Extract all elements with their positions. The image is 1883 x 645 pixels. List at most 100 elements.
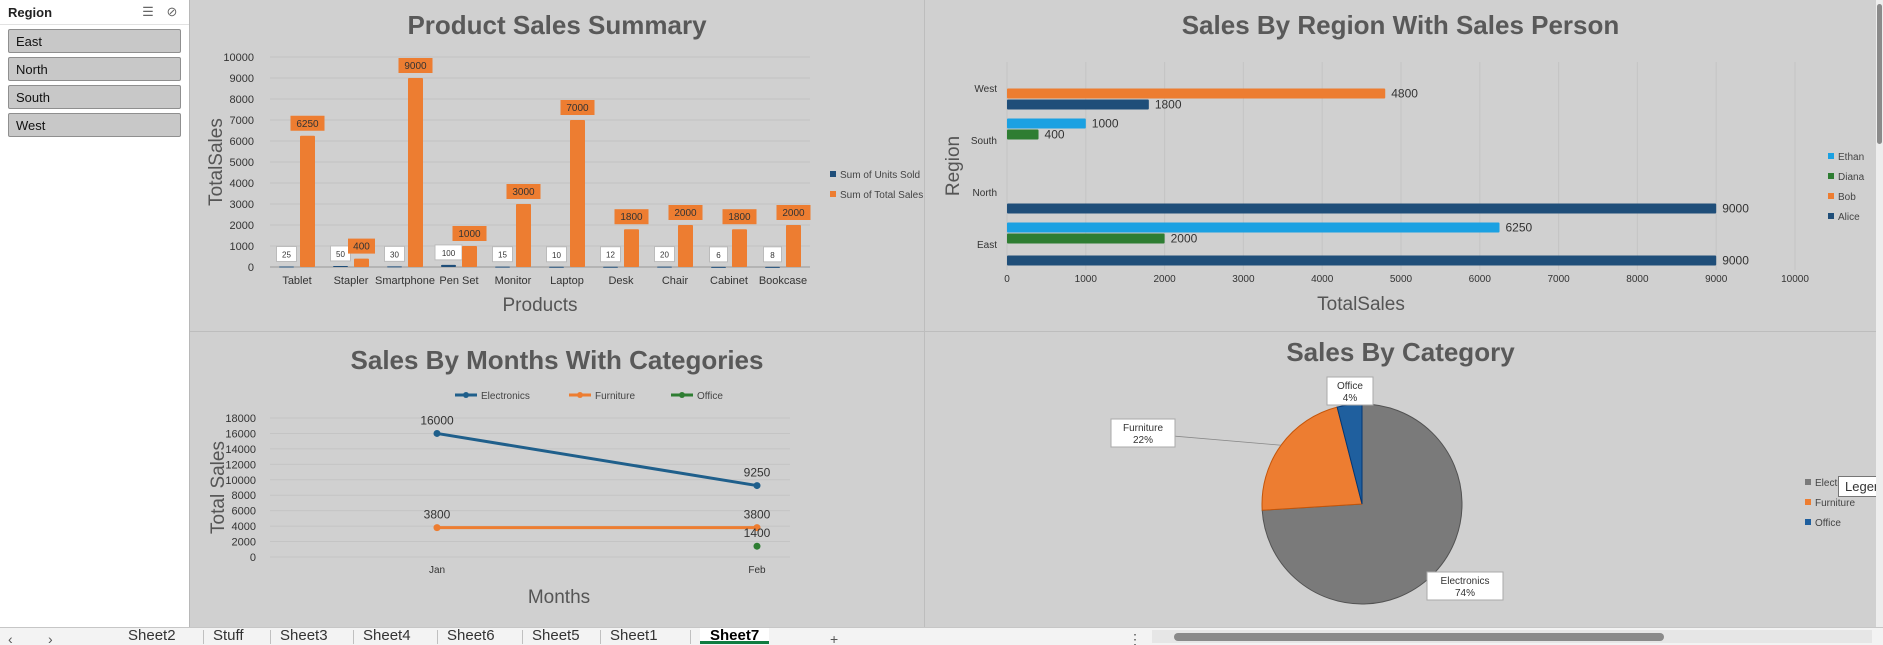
data-label: 20: [660, 251, 669, 260]
data-label-box: [492, 246, 513, 263]
legend-swatch: [830, 191, 836, 197]
vertical-scrollbar[interactable]: [1876, 0, 1883, 627]
data-label: 400: [353, 242, 370, 253]
bar: [1007, 222, 1500, 233]
tab-separator: [522, 630, 523, 644]
y-tick-label: 16000: [225, 428, 256, 440]
y-axis-title: TotalSales: [206, 118, 227, 206]
x-tick-label: Desk: [608, 275, 634, 287]
data-label-box: [709, 246, 728, 263]
legend-label: Office: [697, 391, 723, 402]
data-label: 74%: [1455, 588, 1475, 599]
slicer-title: Region: [8, 4, 53, 20]
y-tick-label: 2000: [232, 537, 256, 549]
legend-label: Furniture: [1815, 498, 1855, 509]
x-tick-label: 2000: [1153, 274, 1176, 285]
x-tick-label: Chair: [662, 275, 689, 287]
sheet-tab-sheet6[interactable]: Sheet6: [447, 627, 495, 644]
slicer-item-south[interactable]: South: [8, 85, 181, 109]
y-tick-label: 12000: [225, 459, 256, 471]
data-label: Electronics: [1441, 576, 1490, 587]
bar: [516, 204, 531, 267]
sheet-tab-sheet4[interactable]: Sheet4: [363, 627, 411, 644]
tab-separator: [600, 630, 601, 644]
slicer-item-north[interactable]: North: [8, 57, 181, 81]
chart-title: Sales By Region With Sales Person: [1181, 10, 1620, 40]
legend-marker: [577, 392, 583, 398]
x-tick-label: 10000: [1781, 274, 1809, 285]
legend-label: Furniture: [595, 391, 635, 402]
x-axis-title: TotalSales: [1317, 294, 1405, 315]
legend-marker: [679, 392, 685, 398]
region-sales-chart[interactable]: Sales By Region With Sales Person 0 1000 2…: [925, 0, 1876, 331]
sheet-tab-sheet1[interactable]: Sheet1: [610, 627, 658, 644]
bar: [1007, 255, 1717, 266]
prev-sheet-icon[interactable]: ‹: [8, 631, 13, 645]
slicer-item-east[interactable]: East: [8, 29, 181, 53]
sheet-tab-sheet7[interactable]: Sheet7: [700, 628, 770, 644]
data-label-box: [546, 246, 567, 263]
y-tick-label: 3000: [230, 199, 254, 211]
data-label-box: [668, 205, 703, 220]
next-sheet-icon[interactable]: ›: [48, 631, 53, 645]
legend-swatch: [1828, 173, 1834, 179]
product-sales-chart[interactable]: Product Sales Summary 0 1000 2000 3000 4000 5…: [190, 0, 924, 331]
x-tick-label: Pen Set: [439, 275, 478, 287]
scroll-thumb[interactable]: [1174, 633, 1664, 641]
data-label: 3000: [512, 187, 535, 198]
data-label-box: [1326, 376, 1374, 406]
bar: [1007, 99, 1149, 110]
sheet-tab-sheet3[interactable]: Sheet3: [280, 627, 328, 644]
legend-marker: [463, 392, 469, 398]
monthly-sales-chart[interactable]: Sales By Months With Categories 0 2000 400…: [190, 332, 924, 627]
bar: [441, 264, 456, 267]
legend-label: Office: [1815, 518, 1841, 529]
chart-title: Product Sales Summary: [407, 10, 707, 40]
y-tick-label: 7000: [230, 115, 254, 127]
data-label: 15: [498, 251, 507, 260]
bar: [387, 266, 402, 268]
y-tick-label: 4000: [230, 178, 254, 190]
slicer-item-west[interactable]: West: [8, 113, 181, 137]
scroll-thumb[interactable]: [1877, 4, 1882, 144]
x-tick-label: 9000: [1705, 274, 1728, 285]
bar: [678, 225, 693, 267]
product-sales-svg: 0 1000 2000 3000 4000 5000 6000 7000 8000 9000 100…: [206, 52, 923, 316]
data-label-box: [398, 58, 433, 73]
bar: [624, 229, 639, 267]
more-options-icon[interactable]: ⋮: [1128, 631, 1142, 645]
y-axis-title: Region: [943, 136, 964, 196]
x-tick-label: Smartphone: [375, 275, 435, 287]
horizontal-scrollbar[interactable]: [1152, 630, 1872, 643]
sheet-tab-stuff[interactable]: Stuff: [213, 627, 244, 644]
clear-filter-icon[interactable]: ⊘: [166, 4, 178, 19]
data-label: 22%: [1133, 435, 1153, 446]
x-tick-label: 5000: [1390, 274, 1413, 285]
multi-select-icon[interactable]: ☰: [142, 4, 154, 19]
sheet-tab-sheet5[interactable]: Sheet5: [532, 627, 580, 644]
bar: [1007, 118, 1086, 129]
y-tick-label: 14000: [225, 444, 256, 456]
x-tick-label: 1000: [1075, 274, 1098, 285]
data-label: 6250: [296, 119, 319, 130]
y-tick-label: North: [973, 188, 997, 199]
bar: [1007, 233, 1165, 244]
data-label-box: [348, 238, 375, 254]
data-label: 1800: [620, 212, 643, 223]
x-tick-label: 0: [1004, 274, 1010, 285]
x-tick-label: 8000: [1626, 274, 1649, 285]
bar: [279, 266, 294, 268]
data-label: 4%: [1343, 393, 1358, 404]
region-slicer: Region ☰ ⊘ East North South West: [0, 0, 190, 627]
data-label-box: [506, 184, 541, 199]
new-sheet-icon[interactable]: +: [830, 631, 839, 645]
divider-vertical: [924, 0, 925, 627]
category-sales-chart[interactable]: Sales By Category Electronics 74% Furnitur…: [925, 332, 1876, 627]
data-label: 3800: [744, 508, 771, 522]
tab-separator: [270, 630, 271, 644]
data-label: 100: [442, 249, 456, 258]
sheet-tab-sheet2[interactable]: Sheet2: [128, 627, 176, 644]
sheet-tab-bar: ‹ › Sheet2 Stuff Sheet3 Sheet4 Sheet6 Sheet5 S…: [0, 627, 1883, 645]
category-sales-svg: Electronics74%Furniture22%Office4%Electr…: [1110, 376, 1864, 605]
bar: [354, 258, 369, 267]
